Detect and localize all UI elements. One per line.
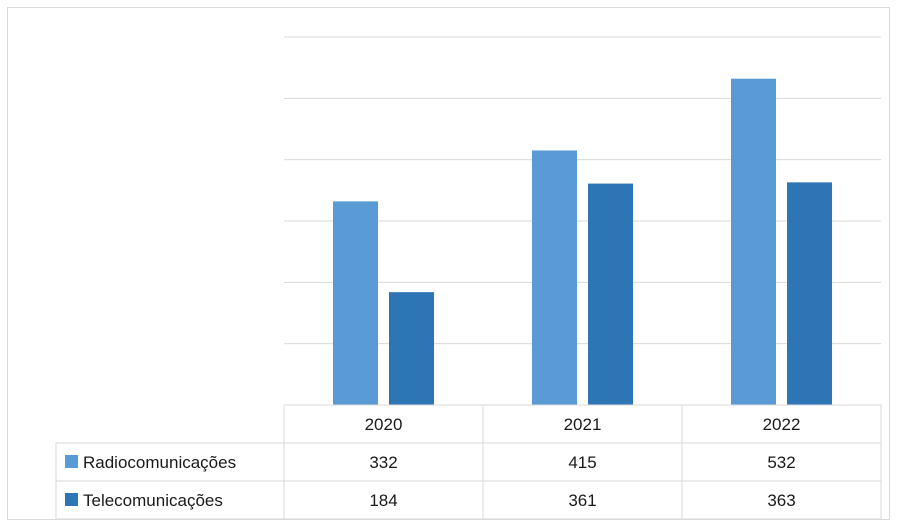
data-label: 415 — [568, 453, 596, 472]
category-label: 2021 — [564, 415, 602, 434]
data-table: 2020 2021 2022 Radiocomunicações 332 415 532 Te… — [55, 404, 882, 520]
legend-swatch — [65, 493, 78, 506]
bar-2020-series-2 — [389, 292, 434, 405]
bar-2022-series-2 — [787, 182, 832, 405]
bar-2021-series-1 — [532, 150, 577, 405]
data-label: 184 — [369, 491, 397, 510]
gridlines — [284, 36, 881, 345]
bar-2022-series-1 — [731, 78, 776, 405]
legend-label: Telecomunicações — [83, 491, 223, 510]
category-label: 2020 — [365, 415, 403, 434]
bars — [333, 78, 832, 405]
data-label: 363 — [767, 491, 795, 510]
bar-2021-series-2 — [588, 183, 633, 405]
category-label: 2022 — [763, 415, 801, 434]
data-label: 361 — [568, 491, 596, 510]
legend-label: Radiocomunicações — [83, 453, 236, 472]
data-label: 332 — [369, 453, 397, 472]
bar-2020-series-1 — [333, 201, 378, 405]
data-label: 532 — [767, 453, 795, 472]
legend-swatch — [65, 455, 78, 468]
